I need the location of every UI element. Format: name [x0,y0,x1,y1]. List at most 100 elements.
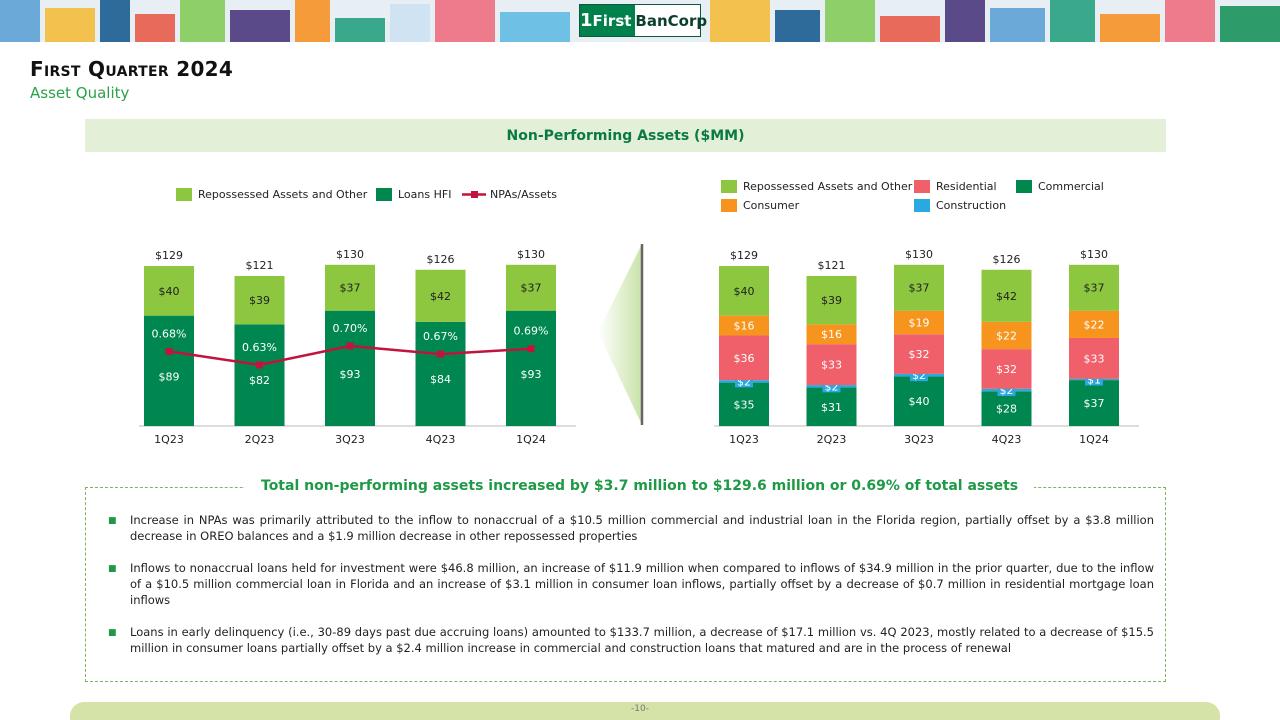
bar-segment-commercial [806,387,857,426]
data-label: $35 [734,398,755,411]
legend-label: Commercial [1038,180,1104,193]
bar-segment-repossessed-assets-and-other [325,264,375,311]
bar-segment-commercial [719,382,769,426]
company-logo: 1 First BanCorp [579,4,707,37]
bar-segment-loans-hfi [415,321,466,426]
data-label: $40 [159,285,180,298]
logo-first: First [592,5,636,36]
page-subtitle: Asset Quality [30,84,130,102]
bar-segment-residential [719,335,769,381]
logo-number: 1 [580,5,593,36]
total-label: $129 [730,249,758,262]
x-tick-label: 1Q24 [1079,433,1109,446]
bar-segment-residential [806,344,857,386]
legend-repossessed: Repossessed Assets and Other [176,188,367,201]
data-label: $37 [1084,397,1105,410]
bar-segment-repossessed-assets-and-other [234,275,285,325]
bar-segment-residential [981,349,1032,389]
total-label: $126 [993,253,1021,266]
bar-segment-loans-hfi [144,315,194,426]
legend-swatch [376,188,392,201]
npa-ratio-marker [437,350,444,358]
data-label: $39 [249,294,270,307]
x-tick-label: 4Q23 [992,433,1022,446]
npa-ratio-label: 0.70% [333,322,368,335]
npa-ratio-marker [256,361,263,369]
bar-segment-consumer [1069,310,1119,338]
legend-line-swatch [462,191,486,198]
data-label: $33 [821,359,842,372]
summary-title: Total non-performing assets increased by… [245,478,1035,494]
x-tick-label: 4Q23 [426,433,456,446]
legend-swatch [914,199,930,212]
legend-label: Consumer [743,199,800,212]
data-label: $32 [909,348,930,361]
data-label: $40 [734,285,755,298]
legend-consumer: Consumer [721,199,799,212]
total-label: $130 [1080,248,1108,261]
legend-label: Repossessed Assets and Other [198,188,368,201]
data-label: $89 [159,370,180,383]
total-label: $130 [517,248,545,261]
transition-arrow-icon [598,244,644,425]
npa-ratio-marker [165,347,173,355]
legend-label: Construction [936,199,1007,212]
bar-segment-loans-hfi [234,324,285,426]
legend-label: NPAs/Assets [490,188,557,201]
npa-ratio-label: 0.63% [242,341,277,354]
bullet-icon: ■ [108,516,117,526]
bar-segment-consumer [981,321,1032,350]
bullet-text: Inflows to nonaccrual loans held for inv… [130,561,1154,607]
data-label: $42 [430,290,451,303]
data-label: $22 [996,329,1017,342]
npa-ratio-label: 0.69% [514,325,549,338]
legend-label: Loans HFI [398,188,452,201]
data-label: $16 [734,320,755,333]
data-label: $31 [821,401,842,414]
data-label: $37 [340,282,361,295]
total-label: $129 [155,249,183,262]
bullet-text: Loans in early delinquency (i.e., 30-89 … [130,625,1154,655]
npa-ratio-label: 0.68% [152,327,187,340]
data-label: $28 [996,403,1017,416]
data-label: $19 [909,316,930,329]
legend-npa-assets: NPAs/Assets [462,188,557,201]
data-label: $22 [1084,318,1105,331]
bullet-text: Increase in NPAs was primarily attribute… [130,513,1154,543]
total-label: $130 [905,248,933,261]
legend-label: Repossessed Assets and Other [743,180,913,193]
legend-commercial: Commercial [1016,180,1104,193]
footer-bar [70,702,1220,720]
npa-ratio-marker [346,342,354,350]
legend-swatch [721,180,737,193]
bar-segment-repossessed-assets-and-other [981,269,1032,322]
legend-residential: Residential [914,180,997,193]
x-tick-label: 2Q23 [245,433,275,446]
bar-segment-repossessed-assets-and-other [719,266,769,316]
npa-ratio-label: 0.67% [423,330,458,343]
bar-segment-repossessed-assets-and-other [806,275,857,325]
legend-swatch [721,199,737,212]
data-label: $40 [909,395,930,408]
bar-segment-repossessed-assets-and-other [144,266,194,316]
bar-segment-commercial [1069,380,1119,426]
data-label: $32 [996,363,1017,376]
npa-loans-chart: $89 $40 $129 1Q23 $82 $39 $121 2Q23 $93 $37 $130 3Q… [139,248,576,446]
legend-swatch [1016,180,1032,193]
bar-segment-repossessed-assets-and-other [506,264,556,311]
data-label: $84 [430,373,451,386]
section-title: Non-Performing Assets ($MM) [85,119,1166,152]
header-banner: 1 First BanCorp [0,0,1280,42]
x-tick-label: 1Q23 [154,433,184,446]
data-label: $39 [821,294,842,307]
x-tick-label: 3Q23 [335,433,365,446]
total-label: $121 [246,259,274,272]
x-tick-label: 1Q23 [729,433,759,446]
bar-segment-consumer [894,310,944,335]
npa-composition-chart: $35$2$36$16$40$1291Q23$31$2$33$16$39$121… [714,248,1139,446]
bullet-item: ■ Increase in NPAs was primarily attribu… [108,512,1154,544]
data-label: $93 [340,368,361,381]
x-tick-label: 3Q23 [904,433,934,446]
x-tick-label: 1Q24 [516,433,546,446]
bullet-item: ■ Loans in early delinquency (i.e., 30-8… [108,624,1154,656]
